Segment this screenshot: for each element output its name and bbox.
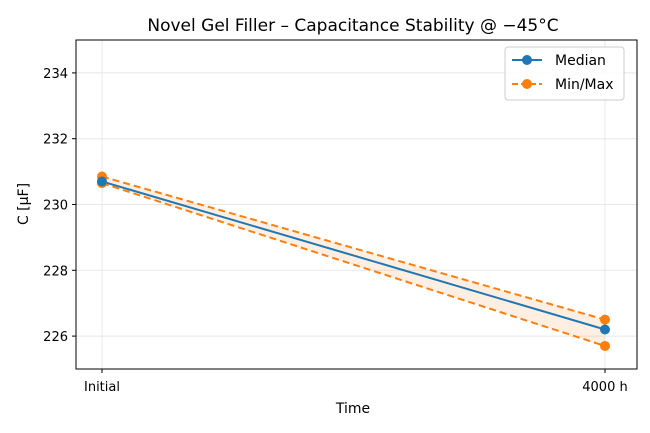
- median-point: [97, 176, 107, 187]
- y-tick-label: 226: [43, 330, 68, 345]
- y-tick-label: 232: [43, 133, 68, 148]
- chart-title: Novel Gel Filler – Capacitance Stability…: [147, 16, 558, 36]
- legend-median-label: Median: [555, 53, 606, 69]
- median-series-line: [101, 180, 606, 331]
- legend-median-marker: [522, 55, 532, 65]
- x-tick-label: 4000 h: [582, 380, 627, 395]
- x-axis-ticks: Initial 4000 h: [84, 369, 628, 395]
- min-max-band: [102, 176, 605, 346]
- y-tick-label: 230: [43, 199, 68, 214]
- legend-minmax-label: Min/Max: [555, 77, 614, 93]
- plot-area: Initial 4000 h 226 228 230 232 234: [43, 39, 638, 395]
- y-axis-label: C [µF]: [16, 183, 32, 225]
- y-tick-label: 234: [43, 67, 68, 82]
- median-point: [600, 324, 610, 335]
- series-lines: [101, 175, 606, 347]
- min-max-band-fill: [102, 176, 605, 346]
- max-point: [600, 314, 610, 325]
- min-point: [600, 340, 610, 351]
- x-axis-label: Time: [335, 401, 370, 417]
- min-series-line: [101, 182, 606, 347]
- x-tick-label: Initial: [84, 380, 120, 395]
- legend: Median Min/Max: [504, 46, 625, 101]
- y-axis-ticks: 226 228 230 232 234: [43, 67, 76, 345]
- series-points: [97, 171, 610, 351]
- y-tick-label: 228: [43, 264, 68, 279]
- legend-minmax-marker: [522, 79, 532, 89]
- max-series-line: [101, 175, 606, 321]
